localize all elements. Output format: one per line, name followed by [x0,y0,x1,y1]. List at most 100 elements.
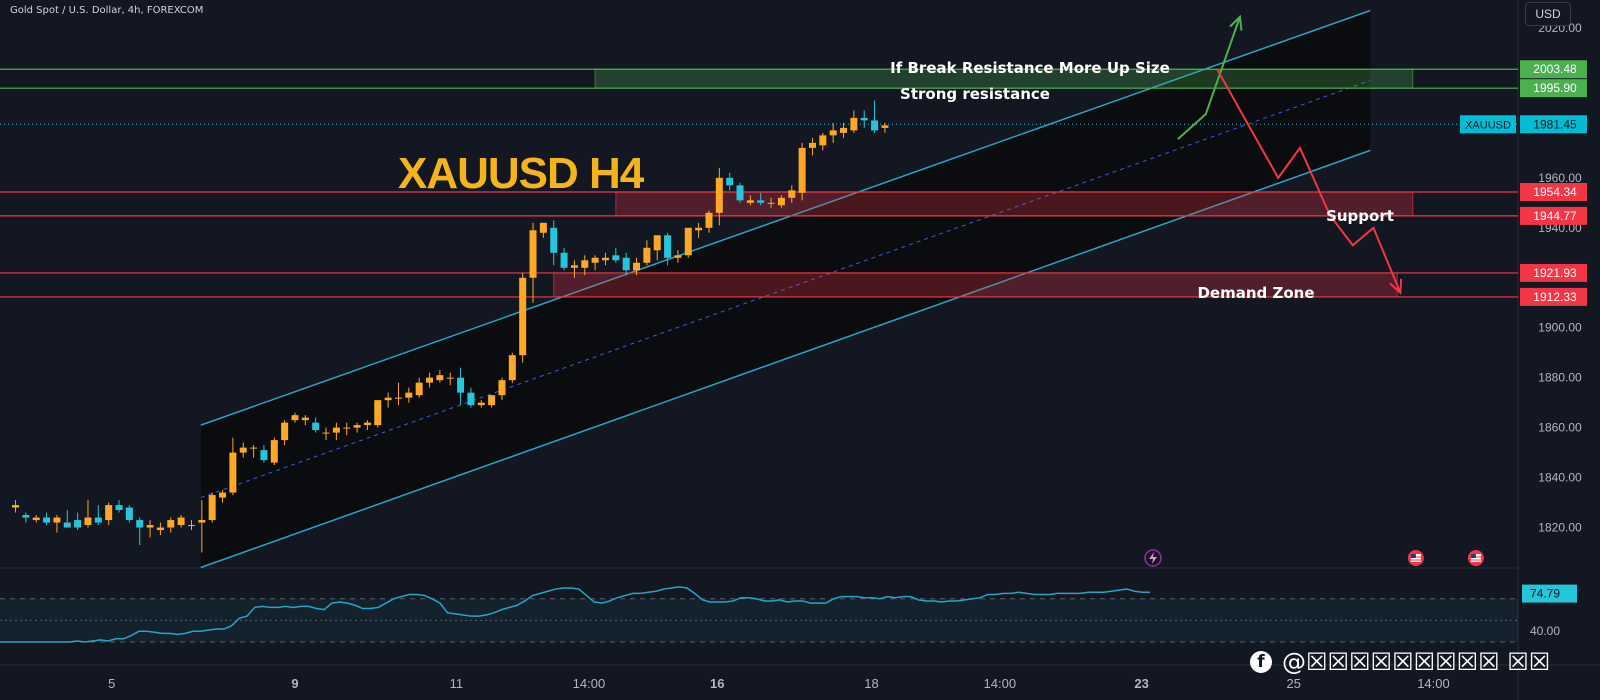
candle [477,402,485,406]
rsi-value-box [1522,584,1577,603]
resistance-label: Strong resistance [900,85,1050,103]
candle [198,520,206,523]
candle [219,492,227,498]
candle [757,200,765,203]
candle [260,450,268,461]
candle [156,527,164,531]
price-label: 1944.77 [1533,209,1577,223]
time-tick-label: 25 [1287,676,1301,691]
candle [860,117,868,121]
price-label: 1954.34 [1533,185,1577,199]
candle [343,427,351,429]
time-axis: 5 9 11 14:00 16 18 14:00 23 25 14:00 [108,676,1450,691]
candle [146,525,154,528]
candle [684,227,692,256]
time-tick-label: 9 [291,676,298,691]
candle [519,277,527,356]
candle [850,117,858,131]
candle [270,440,278,463]
candle [426,377,434,383]
candle [581,260,589,268]
horizontal-levels [0,68,1518,298]
time-tick-label: 5 [108,676,115,691]
price-zones [553,68,1414,298]
candle [374,400,382,426]
candle [508,355,516,381]
projection-down-path [1216,68,1402,294]
candle [105,505,113,521]
price-label: 1912.33 [1533,290,1577,304]
flag-canton [1410,554,1416,558]
candle [301,417,309,421]
candle [840,127,848,133]
price-label-box [1520,79,1587,98]
candle [415,382,423,396]
candle [612,255,620,261]
candle [788,190,796,198]
price-tick-label: 1840.00 [1538,471,1582,485]
price-tick-label: 1880.00 [1538,371,1582,385]
candle [405,392,413,398]
candle [643,247,651,263]
rsi-value-label: 74.79 [1530,587,1560,601]
projection-up-path [1177,16,1241,140]
candle [322,432,330,434]
symbol-title: Gold Spot / U.S. Dollar, 4h, FOREXCOM [10,5,204,16]
candle [819,135,827,146]
candle [529,230,537,278]
candle [746,200,754,203]
candle [332,427,340,433]
candle [570,265,578,268]
candle [881,125,889,128]
symbol-label-box [1460,115,1516,134]
price-label-box [1520,60,1587,79]
breakout-note: If Break Resistance More Up Size [890,59,1170,77]
time-tick-label: 18 [864,676,878,691]
candle [705,212,713,228]
watermark-handle-text: @☒☒☒☒☒☒☒☒☒ ☒☒ [1282,648,1551,676]
facebook-icon: f [1250,651,1272,673]
support-label: Support [1326,207,1394,225]
price-label-box [1520,263,1587,282]
demand-zone-label: Demand Zone [1197,284,1314,302]
candle [436,375,444,381]
candle [22,515,30,518]
candle [726,177,734,186]
chart-title: XAUUSD H4 [398,149,645,198]
current-price-box [1520,115,1587,134]
price-tick-label: 1860.00 [1538,421,1582,435]
rsi-level-label: 40.00 [1530,624,1560,638]
price-tick-label: 1960.00 [1538,171,1582,185]
time-tick-label: 14:00 [984,676,1017,691]
candle [622,257,630,271]
price-label-box [1520,287,1587,306]
candle [695,227,703,231]
candle [664,235,672,258]
candle [736,185,744,201]
candle [115,505,123,511]
regression-channel [200,9,1371,569]
channel-lower-line [200,149,1371,569]
channel-fill [200,10,1371,568]
currency-button[interactable]: USD [1525,2,1571,26]
candle [291,415,299,421]
candle [12,505,20,508]
candle [539,222,547,233]
candle [63,522,71,528]
candle [550,227,558,253]
candle [591,257,599,263]
candle [125,507,133,521]
candle [208,495,216,521]
candle [457,377,465,393]
lightning-bolt [1148,552,1157,564]
candle [674,255,682,258]
time-tick-label: 14:00 [573,676,606,691]
candle [353,425,361,428]
candle [446,377,454,379]
flag-canton [1470,554,1476,558]
projection-arrows [1177,14,1403,295]
price-label-box [1520,206,1587,225]
time-tick-label: 11 [450,676,464,691]
